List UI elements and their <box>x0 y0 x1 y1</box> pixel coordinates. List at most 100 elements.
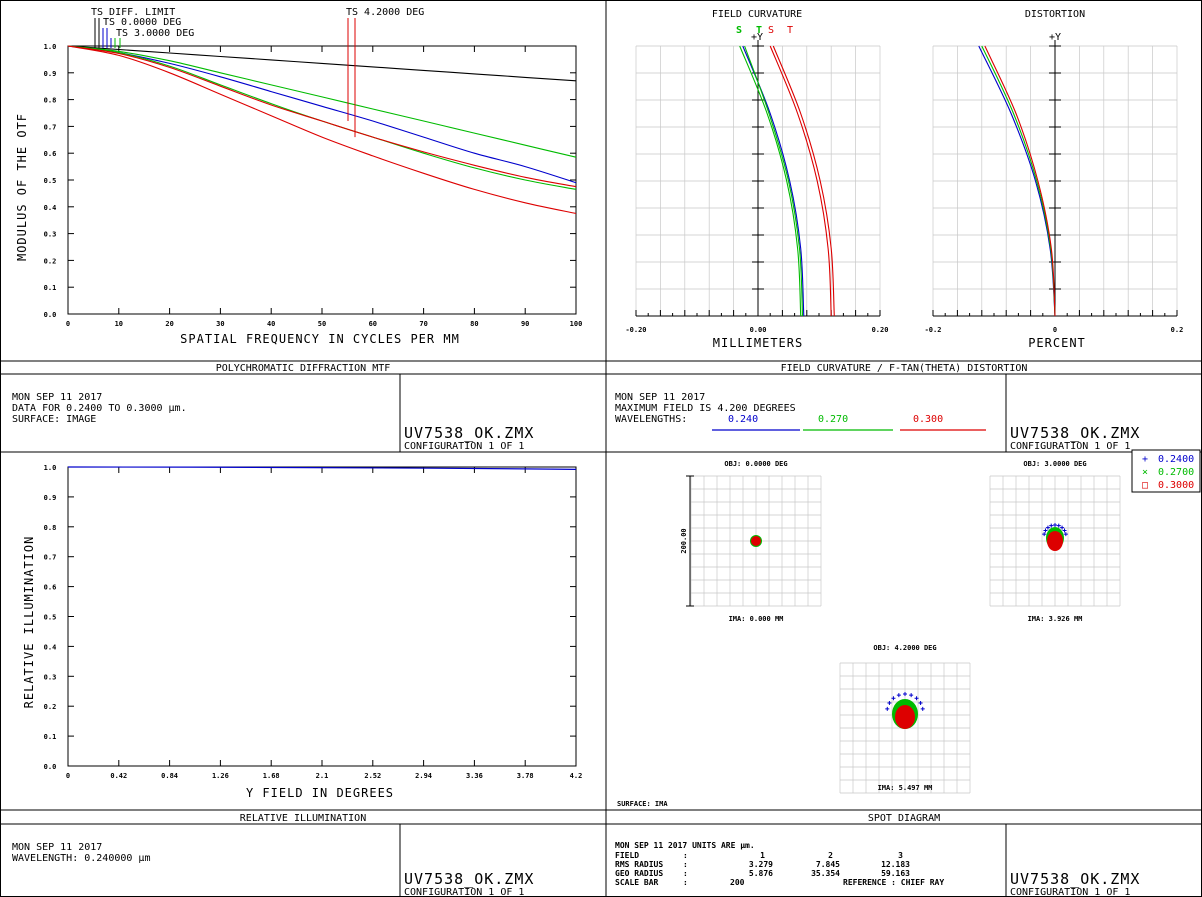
spot-table-field-1: 1 <box>760 851 765 860</box>
mtf-y-tick-label: 1.0 <box>44 43 57 51</box>
spot-table-geo-1: 5.876 <box>749 869 773 878</box>
fc-info-wavelengths: WAVELENGTHS: <box>615 414 687 425</box>
mtf-series-line-2 <box>67 45 577 158</box>
spot-info-line: MON SEP 11 2017 UNITS ARE µm. <box>615 841 755 850</box>
spot-table-reference: REFERENCE : CHIEF RAY <box>843 878 944 887</box>
ri-y-tick-label: 0.9 <box>44 494 57 502</box>
ri-x-tick-label: 2.94 <box>415 772 432 780</box>
ri-x-tick-label: 0.42 <box>110 772 127 780</box>
spot-marks <box>750 523 1068 729</box>
mtf-info-data-range: DATA FOR 0.2400 TO 0.3000 µm. <box>12 403 187 414</box>
spot-3-blue-mark <box>909 693 914 698</box>
mtf-info-block: MON SEP 11 2017 DATA FOR 0.2400 TO 0.300… <box>12 392 534 452</box>
mtf-series-line-1 <box>67 45 577 184</box>
fc-s-label-red: S <box>768 25 774 36</box>
ri-x-tick-label: 0.84 <box>161 772 178 780</box>
mtf-x-tick-label: 90 <box>521 320 529 328</box>
mtf-x-tick-label: 30 <box>216 320 224 328</box>
spot-table-scale-value: 200 <box>730 878 745 887</box>
spot-table-label-field: FIELD <box>615 851 639 860</box>
spot-table-label-geo: GEO RADIUS <box>615 869 663 878</box>
ri-series-line-0 <box>67 466 577 470</box>
ri-y-tick-label: 1.0 <box>44 464 57 472</box>
fc-series-line-3 <box>769 45 832 317</box>
fc-x-tick-label: 0.00 <box>750 326 767 334</box>
spot-diagram: OBJ: 0.0000 DEG IMA: 0.000 MM OBJ: 3.000… <box>617 460 1121 808</box>
ri-y-tick-label: 0.5 <box>44 614 57 622</box>
spot-obj-label-1: OBJ: 0.0000 DEG <box>724 460 787 468</box>
mtf-y-tick-label: 0.1 <box>44 284 57 292</box>
fc-panel-title: FIELD CURVATURE / F-TAN(THETA) DISTORTIO… <box>781 363 1028 374</box>
spot-table-rms-1: 3.279 <box>749 860 773 869</box>
spot-3-red <box>895 705 915 729</box>
fc-x-tick-label: -0.20 <box>625 326 646 334</box>
ri-y-tick-label: 0.7 <box>44 554 57 562</box>
mtf-series-line-5 <box>67 45 577 215</box>
mtf-gridlines <box>67 45 577 315</box>
spot-table-sep-1: : <box>683 851 688 860</box>
mtf-y-tick-label: 0.7 <box>44 123 57 131</box>
ri-y-tick-label: 0.6 <box>44 584 57 592</box>
spot-2-blue-mark <box>1062 528 1067 533</box>
ri-x-tick-label: 1.26 <box>212 772 229 780</box>
mtf-x-tick-label: 40 <box>267 320 275 328</box>
fc-series-lines <box>739 45 835 317</box>
spot-grids <box>690 475 1121 794</box>
ri-info-wavelength: WAVELENGTH: 0.240000 µm <box>12 853 150 864</box>
fc-gridlines <box>635 40 881 317</box>
fc-config: CONFIGURATION 1 OF 1 <box>1010 441 1130 452</box>
dist-y-label: +Y <box>1049 32 1061 43</box>
fc-s-label-green: S <box>736 25 742 36</box>
mtf-y-tick-label: 0.3 <box>44 231 57 239</box>
ri-gridlines <box>67 466 577 767</box>
ri-y-tick-label: 0.3 <box>44 673 57 681</box>
ri-file-name: UV7538_OK.ZMX <box>404 870 534 888</box>
ri-info-block: MON SEP 11 2017 WAVELENGTH: 0.240000 µm … <box>12 842 534 897</box>
dist-x-tick-label: 0.2 <box>1171 326 1184 334</box>
spot-2-blue-mark <box>1060 525 1065 530</box>
spot-2-blue-mark <box>1063 532 1068 537</box>
mtf-info-date: MON SEP 11 2017 <box>12 392 102 403</box>
fc-info-block: MON SEP 11 2017 MAXIMUM FIELD IS 4.200 D… <box>615 392 1139 452</box>
spot-2-blue-mark <box>1056 523 1061 528</box>
mtf-series-line-3 <box>67 45 577 190</box>
spot-legend: + 0.2400 × 0.2700 □ 0.3000 <box>1131 449 1201 493</box>
mtf-x-tick-label: 70 <box>419 320 427 328</box>
ri-x-tick-label: 3.78 <box>517 772 534 780</box>
mtf-tick-labels: 0 10 20 30 40 50 60 70 80 90 100 0.0 0.1 0.2 0.3 0.4 0.5… <box>44 43 583 328</box>
spot-panel-title: SPOT DIAGRAM <box>868 813 940 824</box>
spot-table-sep-4: : <box>683 878 688 887</box>
dist-x-tick-label: 0 <box>1053 326 1057 334</box>
spot-table-sep-3: : <box>683 869 688 878</box>
mtf-x-tick-label: 20 <box>165 320 173 328</box>
spot-ima-label-3: IMA: 5.497 MM <box>878 784 933 792</box>
spot-table-sep-2: : <box>683 860 688 869</box>
dist-title: DISTORTION <box>1025 9 1085 20</box>
mtf-series-line-4 <box>67 45 577 188</box>
spot-3-blue-mark <box>891 696 896 701</box>
mtf-series-line-0 <box>67 45 577 82</box>
spot-config: CONFIGURATION 1 OF 1 <box>1010 887 1130 897</box>
mtf-legend-4-2-deg: TS 4.2000 DEG <box>346 7 424 18</box>
spot-obj-label-3: OBJ: 4.2000 DEG <box>873 644 936 652</box>
spot-legend-sym-3: □ <box>1142 480 1148 491</box>
mtf-y-tick-label: 0.5 <box>44 177 57 185</box>
ri-x-tick-label: 0 <box>66 772 70 780</box>
fc-wavelength-2: 0.270 <box>818 414 848 425</box>
mtf-series-lines <box>67 18 577 215</box>
spot-table-geo-3: 59.163 <box>881 869 910 878</box>
mtf-file-name: UV7538_OK.ZMX <box>404 424 534 442</box>
ri-x-tick-label: 1.68 <box>263 772 280 780</box>
mtf-x-tick-label: 60 <box>369 320 377 328</box>
distortion-plot: -0.2 0 0.2 DISTORTION +Y PERCENT <box>925 9 1184 350</box>
mtf-x-axis-label: SPATIAL FREQUENCY IN CYCLES PER MM <box>180 332 460 346</box>
dist-series-lines <box>978 45 1056 317</box>
ri-y-axis-label: RELATIVE ILLUMINATION <box>22 536 36 709</box>
mtf-y-tick-label: 0.4 <box>44 204 57 212</box>
mtf-plot: 0 10 20 30 40 50 60 70 80 90 100 0.0 0.1 0.2 0.3 0.4 0.5… <box>15 7 582 346</box>
fc-info-date: MON SEP 11 2017 <box>615 392 705 403</box>
spot-scale-label: 200.00 <box>680 528 688 553</box>
mtf-y-tick-label: 0.2 <box>44 257 57 265</box>
mtf-legend-3-deg: TS 3.0000 DEG <box>116 28 194 39</box>
fc-tick-labels: -0.20 0.00 0.20 <box>625 326 888 334</box>
